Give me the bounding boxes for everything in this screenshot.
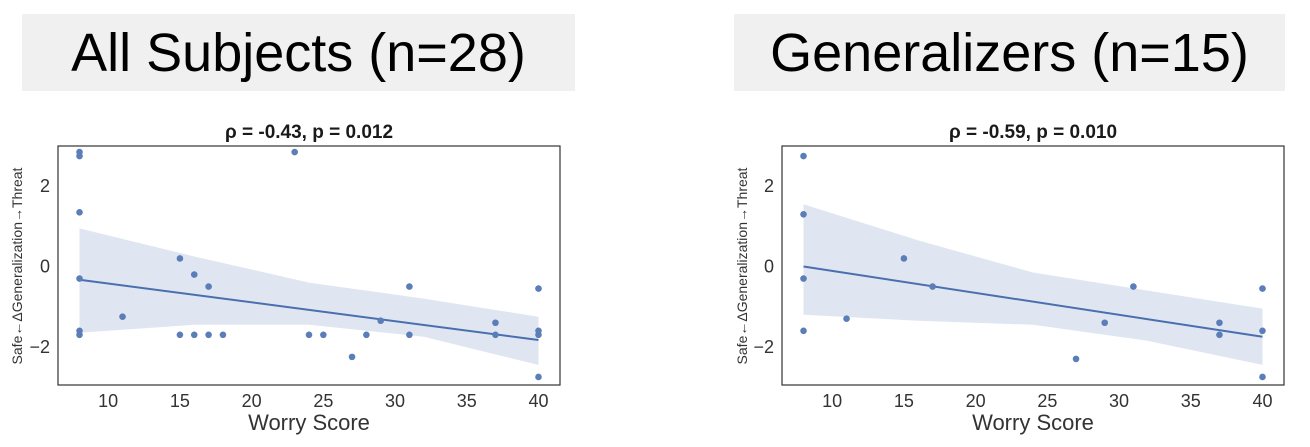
x-tick-label: 10 — [98, 391, 118, 411]
x-tick-label: 25 — [1037, 391, 1057, 411]
x-tick-label: 10 — [822, 391, 842, 411]
data-point — [76, 152, 83, 160]
x-tick-label: 30 — [1109, 391, 1129, 411]
plot-frame — [781, 145, 1285, 386]
data-point — [1101, 319, 1109, 327]
data-point — [929, 283, 936, 290]
data-point — [800, 152, 807, 160]
data-point — [1072, 355, 1080, 363]
data-point — [843, 315, 850, 323]
x-tick-label: 40 — [528, 391, 548, 411]
data-point — [1216, 319, 1223, 327]
data-point — [800, 210, 807, 218]
data-point — [76, 275, 83, 282]
data-point — [291, 148, 298, 156]
regression-line — [803, 265, 1263, 338]
data-point — [190, 331, 198, 339]
x-tick-label: 15 — [170, 391, 190, 411]
data-point — [190, 271, 198, 278]
x-tick-label: 35 — [457, 391, 477, 411]
data-point — [800, 327, 807, 335]
data-point — [535, 331, 542, 339]
data-point — [205, 331, 212, 339]
panel-heading-generalizers: Generalizers (n=15) — [734, 14, 1285, 91]
x-tick-label: 20 — [242, 391, 262, 411]
data-point — [76, 208, 83, 216]
confidence-band — [803, 204, 1263, 365]
y-tick-label: 2 — [40, 176, 50, 196]
x-tick-label: 30 — [385, 391, 405, 411]
data-point — [492, 319, 499, 327]
data-point — [1130, 283, 1137, 290]
data-point — [900, 255, 908, 262]
y-tick-label: 0 — [764, 257, 774, 277]
data-point — [205, 283, 212, 290]
data-point — [800, 275, 807, 282]
data-point — [363, 331, 370, 339]
y-tick-label: 0 — [40, 257, 50, 277]
data-point — [535, 285, 542, 292]
x-tick-label: 15 — [894, 391, 914, 411]
scatter-chart-all-subjects: ρ = -0.43, p = 0.012 Worry Score Safe←ΔG… — [9, 122, 561, 435]
x-tick-label: 25 — [313, 391, 333, 411]
data-point — [119, 313, 126, 321]
y-tick-label: 2 — [764, 176, 774, 196]
scatter-chart-generalizers: ρ = -0.59, p = 0.010 Worry Score Safe←ΔG… — [734, 122, 1285, 435]
data-point — [1259, 285, 1266, 292]
data-point — [219, 331, 227, 339]
data-point — [176, 331, 184, 339]
confidence-band — [79, 228, 539, 365]
x-tick-label: 35 — [1181, 391, 1201, 411]
plot-frame — [57, 145, 561, 386]
panel-heading-all-subjects: All Subjects (n=28) — [22, 14, 575, 91]
x-axis-label: Worry Score — [972, 410, 1094, 435]
data-point — [492, 331, 499, 339]
data-point — [1259, 373, 1266, 381]
y-axis-label: Safe←ΔGeneralization→Threat — [734, 167, 750, 364]
x-tick-label: 40 — [1252, 391, 1272, 411]
data-point — [320, 331, 327, 339]
x-axis-label: Worry Score — [248, 410, 370, 435]
data-point — [76, 331, 83, 339]
y-axis-label: Safe←ΔGeneralization→Threat — [9, 167, 25, 364]
data-point — [176, 255, 184, 262]
data-point — [406, 331, 413, 339]
data-point — [406, 283, 413, 290]
data-point — [535, 373, 542, 381]
chart-title: ρ = -0.43, p = 0.012 — [225, 122, 393, 143]
data-point — [1259, 327, 1266, 335]
data-point — [377, 317, 385, 325]
data-point — [1216, 331, 1223, 339]
y-tick-label: −2 — [753, 337, 774, 357]
data-point — [305, 331, 313, 339]
x-tick-label: 20 — [966, 391, 986, 411]
chart-title: ρ = -0.59, p = 0.010 — [949, 122, 1117, 143]
regression-line — [79, 278, 539, 342]
data-point — [348, 353, 356, 361]
y-tick-label: −2 — [29, 337, 50, 357]
